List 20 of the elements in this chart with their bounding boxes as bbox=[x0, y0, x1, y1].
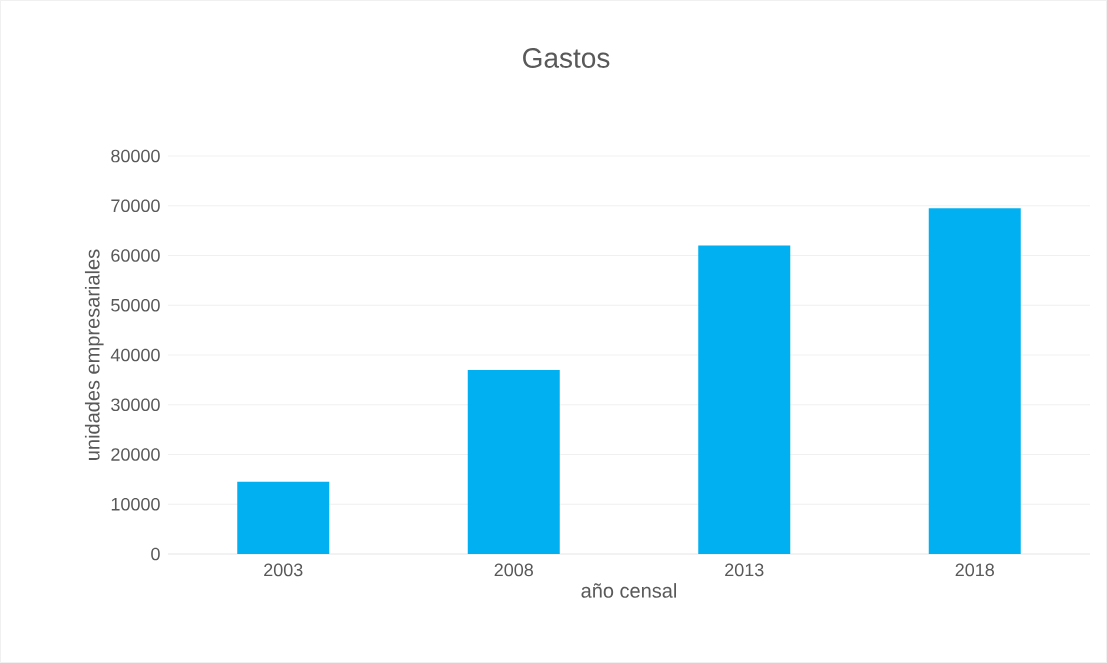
x-tick-label: 2013 bbox=[725, 563, 764, 577]
y-tick-label: 10000 bbox=[111, 497, 160, 511]
y-tick-label: 70000 bbox=[111, 199, 160, 213]
y-tick-label: 20000 bbox=[111, 448, 160, 461]
y-tick-label: 50000 bbox=[111, 298, 160, 312]
bar bbox=[698, 245, 791, 554]
x-tick-label: 2018 bbox=[955, 563, 994, 577]
bar bbox=[928, 208, 1021, 554]
y-tick-label: 30000 bbox=[111, 398, 160, 412]
x-axis-title: año censal bbox=[581, 583, 676, 598]
x-tick-label: 2003 bbox=[264, 563, 303, 577]
bar bbox=[467, 369, 560, 554]
chart-title: Gastos bbox=[523, 48, 610, 68]
y-tick-label: 80000 bbox=[111, 149, 160, 163]
y-tick-label: 0 bbox=[151, 547, 160, 561]
y-tick-label: 40000 bbox=[110, 348, 160, 362]
y-tick-label: 60000 bbox=[111, 249, 160, 262]
y-axis-title: unidades empresariales bbox=[84, 249, 104, 460]
x-tick-label: 2008 bbox=[494, 563, 533, 577]
bar bbox=[237, 481, 330, 554]
